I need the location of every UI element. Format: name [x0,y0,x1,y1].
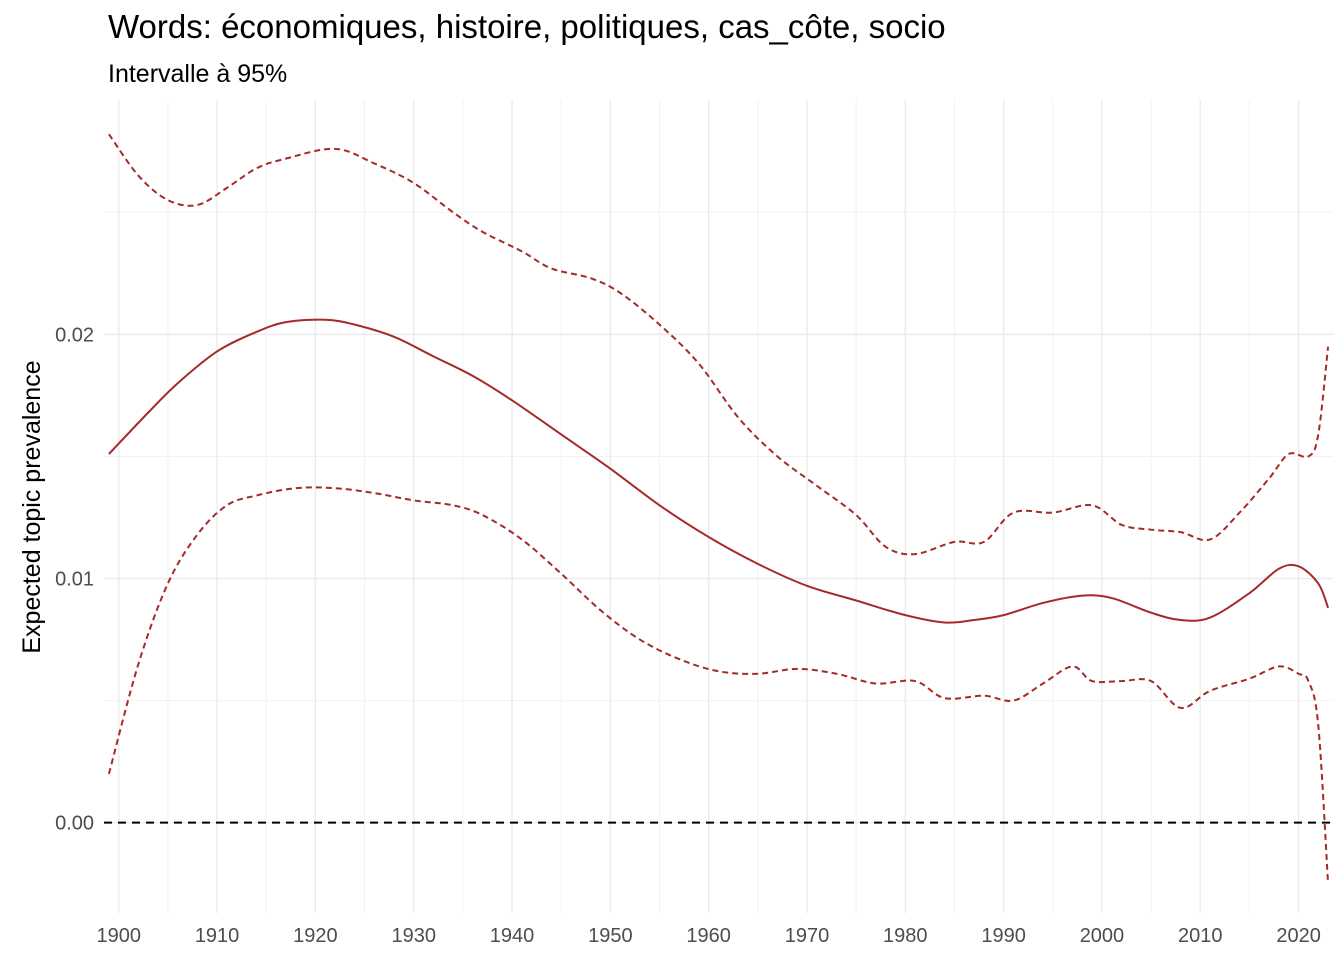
y-tick-label: 0.00 [55,813,94,835]
x-tick-label: 2000 [1080,925,1125,947]
y-axis-label: Expected topic prevalence [18,360,46,653]
chart-title: Words: économiques, histoire, politiques… [108,8,946,45]
chart-subtitle: Intervalle à 95% [108,60,288,88]
x-tick-label: 1980 [883,925,928,947]
x-tick-label: 1930 [391,925,436,947]
x-tick-label: 1910 [195,925,240,947]
series-line-lower-ci [107,486,1330,884]
x-tick-label: 1950 [588,925,633,947]
x-tick-label: 2020 [1276,925,1321,947]
series-line-upper-ci [108,133,1330,556]
x-tick-label: 1960 [686,925,731,947]
y-tick-label: 0.01 [55,569,94,591]
series-line-estimate [108,318,1330,624]
x-tick-label: 1970 [785,925,830,947]
x-tick-label: 1990 [981,925,1026,947]
x-tick-label: 2010 [1178,925,1223,947]
x-tick-label: 1940 [490,925,535,947]
x-tick-label: 1920 [293,925,338,947]
x-tick-label: 1900 [96,925,141,947]
y-tick-label: 0.02 [55,324,94,346]
